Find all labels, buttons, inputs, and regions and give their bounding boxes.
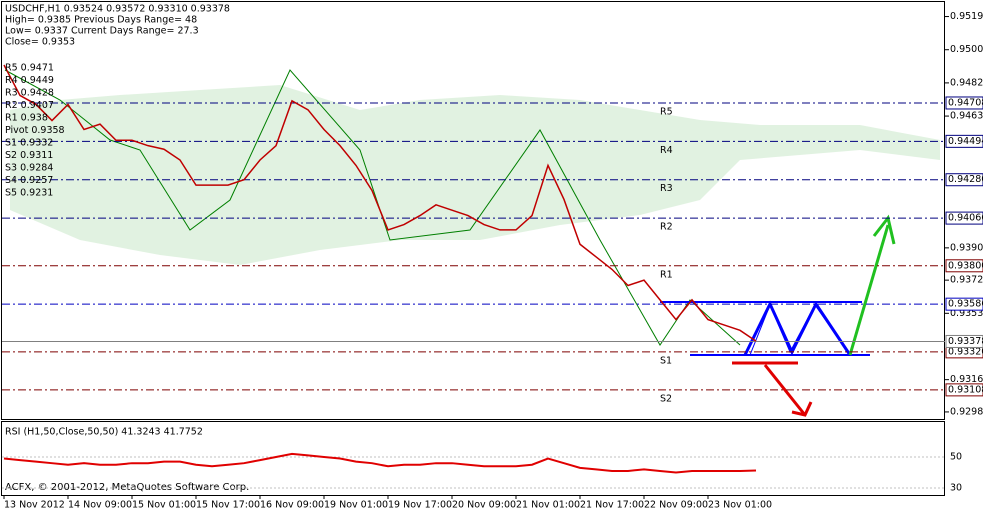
x-tick-label: 22 Nov 09:00 (644, 500, 708, 511)
level-tag (945, 383, 983, 397)
price-line (3, 64, 757, 342)
y-tick-label: 0.92985 (950, 406, 983, 417)
level-label: 0.94066 (948, 213, 983, 224)
rsi-tick-label: 30 (950, 483, 962, 494)
y-tick-label: 0.93535 (950, 308, 983, 319)
x-tick-label: 14 Nov 09:00 (68, 500, 132, 511)
level-tag (945, 134, 983, 148)
x-tick-label: 16 Nov 09:00 (260, 500, 324, 511)
level-name: S2 (660, 393, 672, 404)
pivot-text: S5 0.9231 (5, 188, 53, 199)
level-tag (945, 173, 983, 187)
x-tick-label: 21 Nov 01:00 (516, 500, 580, 511)
pivot-text: S2 0.9311 (5, 150, 53, 161)
x-tick-label: 15 Nov 17:00 (196, 500, 260, 511)
level-label: 0.94494 (948, 136, 983, 147)
copyright: ACFX, © 2001-2012, MetaQuotes Software C… (5, 482, 249, 493)
x-tick-label: 23 Nov 01:00 (708, 500, 772, 511)
level-label: 0.93108 (948, 384, 983, 395)
pivot-text: S1 0.9332 (5, 138, 53, 149)
level-tag (945, 96, 983, 110)
info-text: High= 0.9385 Previous Days Range= 48 (5, 15, 197, 26)
level-label: 0.94708 (948, 97, 983, 108)
ichimoku-cloud (10, 85, 940, 265)
y-tick-label: 0.94635 (950, 111, 983, 122)
info-text: USDCHF,H1 0.93524 0.93572 0.93310 0.9337… (5, 4, 230, 15)
down-arrowhead (791, 401, 813, 417)
level-label: 0.93586 (948, 299, 983, 310)
level-name: R4 (660, 145, 673, 156)
y-tick-label: 0.95005 (950, 44, 983, 55)
pivot-text: R4 0.9449 (5, 75, 54, 86)
level-label: 0.94280 (948, 174, 983, 185)
pivot-text: R1 0.938 (5, 113, 48, 124)
rsi-line (3, 452, 757, 474)
level-name: R5 (660, 106, 673, 117)
x-tick-label: 19 Nov 01:00 (324, 500, 388, 511)
level-name: R1 (660, 269, 673, 280)
main-panel (1, 1, 945, 420)
info-text: Low= 0.9337 Current Days Range= 27.3 (5, 26, 199, 37)
rsi-title: RSI (H1,50,Close,50,50) 41.3243 41.7752 (5, 427, 203, 438)
pivot-text: Pivot 0.9358 (5, 125, 65, 136)
pivot-text: R2 0.9407 (5, 100, 54, 111)
pivot-text: S3 0.9284 (5, 163, 53, 174)
level-name: S1 (660, 355, 672, 366)
down-arrow (763, 364, 807, 416)
zigzag (4, 69, 741, 346)
rsi-panel (1, 421, 945, 496)
pivot-text: R3 0.9428 (5, 88, 54, 99)
level-tag (945, 297, 983, 311)
x-tick-label: 13 Nov 2012 (4, 500, 65, 511)
pivot-text: R5 0.9471 (5, 63, 54, 74)
y-tick-label: 0.93165 (950, 374, 983, 385)
x-tick-label: 15 Nov 01:00 (132, 500, 196, 511)
level-name: R2 (660, 222, 673, 233)
level-label: 0.93320 (948, 346, 983, 357)
info-text: Close= 0.9353 (5, 37, 75, 48)
level-tag (945, 211, 983, 225)
rsi-tick-label: 50 (950, 451, 962, 462)
x-tick-label: 20 Nov 09:00 (452, 500, 516, 511)
last-price-label: 0.93378 (948, 336, 983, 347)
level-tag (945, 259, 983, 273)
last-price-tag (945, 334, 983, 348)
x-tick-label: 19 Nov 17:00 (388, 500, 452, 511)
pivot-text: S4 0.9257 (5, 175, 53, 186)
level-name: R3 (660, 183, 673, 194)
up-arrow (848, 224, 890, 356)
x-tick-label: 21 Nov 17:00 (580, 500, 644, 511)
level-label: 0.93800 (948, 260, 983, 271)
